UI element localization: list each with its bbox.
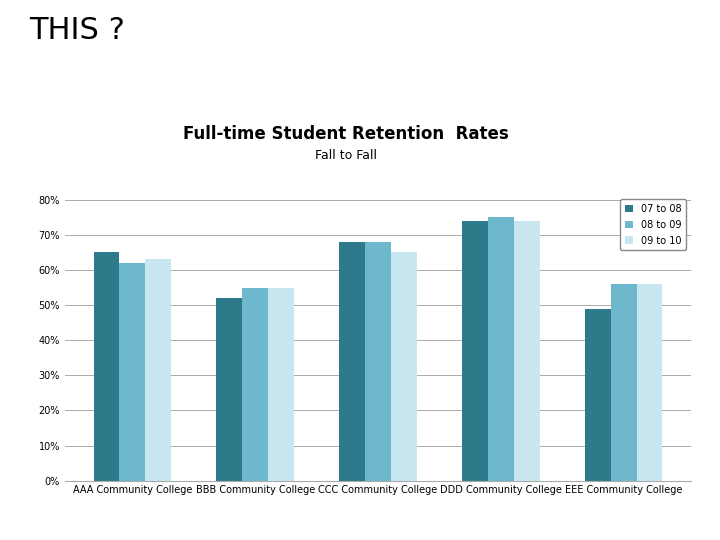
Bar xyxy=(514,221,539,481)
Bar xyxy=(636,284,662,481)
Bar xyxy=(243,287,268,481)
Bar xyxy=(120,263,145,481)
Bar xyxy=(94,252,120,481)
Bar xyxy=(462,221,488,481)
Bar xyxy=(391,252,417,481)
Bar xyxy=(217,298,242,481)
Text: THIS ?: THIS ? xyxy=(29,16,125,45)
Bar xyxy=(488,217,514,481)
Bar xyxy=(145,260,171,481)
Legend: 07 to 08, 08 to 09, 09 to 10: 07 to 08, 08 to 09, 09 to 10 xyxy=(621,199,686,251)
Text: Full-time Student Retention  Rates: Full-time Student Retention Rates xyxy=(183,125,508,143)
Bar xyxy=(339,242,365,481)
Bar xyxy=(268,287,294,481)
Bar xyxy=(611,284,636,481)
Text: Fall to Fall: Fall to Fall xyxy=(315,149,377,162)
Bar xyxy=(365,242,391,481)
Bar xyxy=(585,308,611,481)
